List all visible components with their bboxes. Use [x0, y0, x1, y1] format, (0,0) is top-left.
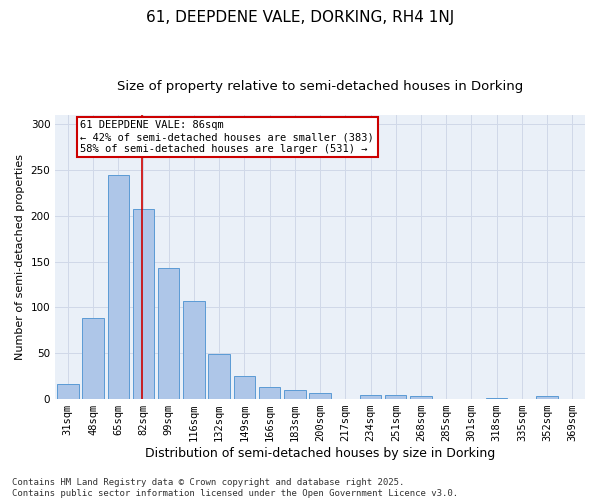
- Y-axis label: Number of semi-detached properties: Number of semi-detached properties: [15, 154, 25, 360]
- Bar: [310, 392, 331, 399]
- Title: Size of property relative to semi-detached houses in Dorking: Size of property relative to semi-detach…: [117, 80, 523, 93]
- Bar: [385, 396, 406, 399]
- Text: Contains HM Land Registry data © Crown copyright and database right 2025.
Contai: Contains HM Land Registry data © Crown c…: [12, 478, 458, 498]
- Bar: [410, 396, 432, 399]
- X-axis label: Distribution of semi-detached houses by size in Dorking: Distribution of semi-detached houses by …: [145, 447, 495, 460]
- Bar: [284, 390, 305, 399]
- Bar: [82, 318, 104, 399]
- Bar: [57, 384, 79, 399]
- Text: 61, DEEPDENE VALE, DORKING, RH4 1NJ: 61, DEEPDENE VALE, DORKING, RH4 1NJ: [146, 10, 454, 25]
- Bar: [183, 301, 205, 399]
- Bar: [233, 376, 255, 399]
- Bar: [208, 354, 230, 399]
- Bar: [486, 398, 508, 399]
- Bar: [536, 396, 558, 399]
- Bar: [133, 210, 154, 399]
- Bar: [107, 176, 129, 399]
- Bar: [158, 268, 179, 399]
- Bar: [360, 396, 381, 399]
- Bar: [259, 387, 280, 399]
- Text: 61 DEEPDENE VALE: 86sqm
← 42% of semi-detached houses are smaller (383)
58% of s: 61 DEEPDENE VALE: 86sqm ← 42% of semi-de…: [80, 120, 374, 154]
